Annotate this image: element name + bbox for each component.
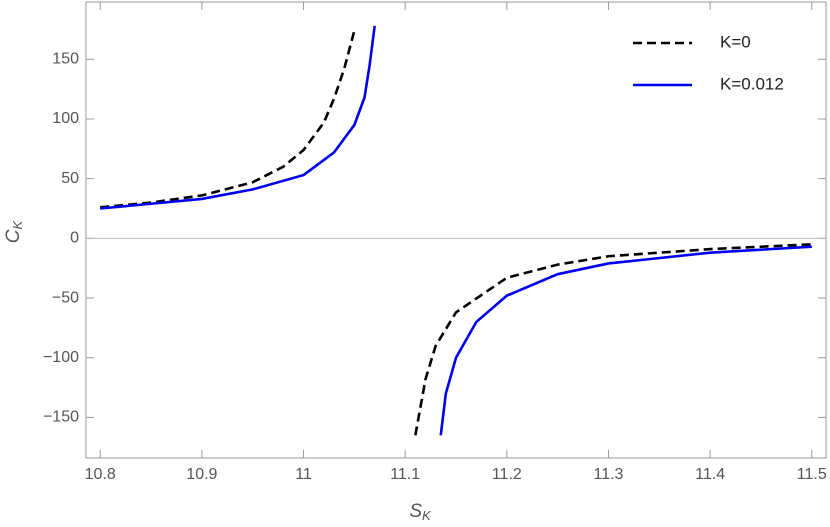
legend-label: K=0 — [720, 32, 751, 51]
x-tick-label: 11.3 — [593, 466, 623, 483]
y-tick-label: 100 — [52, 110, 79, 127]
x-axis-label-sub: K — [422, 508, 432, 523]
y-tick-label: 0 — [70, 230, 79, 247]
series-line — [100, 30, 812, 436]
x-axis-label: SK — [409, 501, 432, 523]
x-axis-label-main: S — [409, 501, 422, 522]
y-tick-label: 150 — [52, 51, 79, 68]
x-tick-label: 11.1 — [390, 466, 420, 483]
y-axis-label: CK — [3, 219, 25, 243]
y-axis-label-main: C — [3, 229, 24, 243]
y-axis-label-sub: K — [10, 219, 25, 229]
x-tick-label: 11 — [295, 466, 312, 483]
plot-frame — [85, 1, 827, 459]
y-tick-label: −50 — [52, 289, 79, 306]
y-tick-label: −100 — [43, 349, 79, 366]
x-tick-label: 11.4 — [695, 466, 725, 483]
series-line — [100, 25, 812, 436]
x-tick-label: 10.9 — [186, 466, 217, 483]
y-tick-label: 50 — [61, 170, 79, 187]
x-tick-label: 11.5 — [797, 466, 827, 483]
legend-label: K=0.012 — [720, 74, 784, 93]
x-tick-label: 11.2 — [492, 466, 522, 483]
x-tick-label: 10.8 — [85, 466, 116, 483]
y-tick-label: −150 — [43, 409, 79, 426]
